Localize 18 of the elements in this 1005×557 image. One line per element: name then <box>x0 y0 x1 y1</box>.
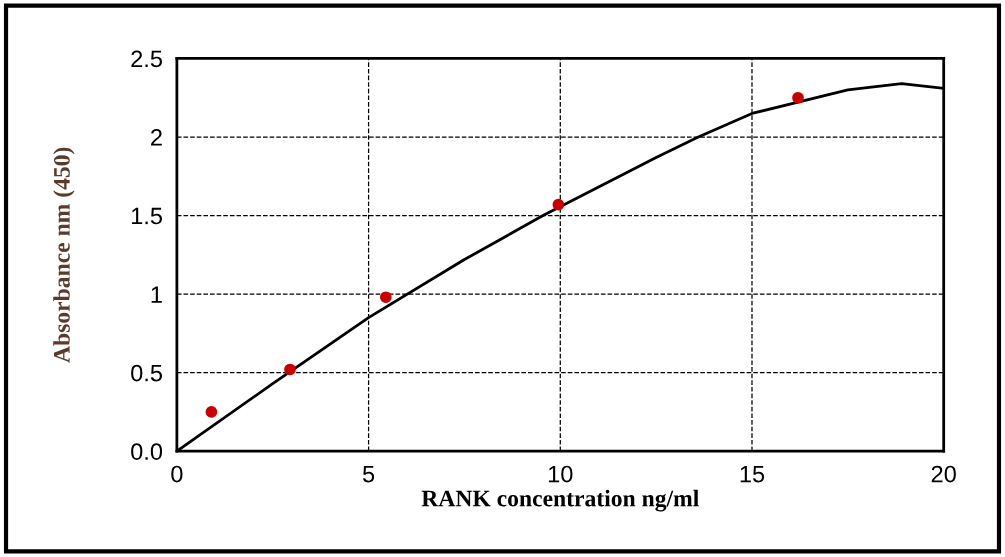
x-tick-label: 5 <box>362 465 375 483</box>
y-tick-label: 2 <box>151 129 162 146</box>
point <box>205 406 218 418</box>
y-tick-label: 1.5 <box>131 207 162 225</box>
y-tick-label: 2.5 <box>131 50 162 68</box>
y-axis-title: Absorbance nm (450) <box>53 147 75 363</box>
x-tick-label: 15 <box>740 465 765 483</box>
x-tick-label: 10 <box>548 465 573 483</box>
point <box>552 198 565 211</box>
point <box>792 91 804 104</box>
point <box>379 291 392 304</box>
x-tick-label: 20 <box>931 465 956 483</box>
y-tick-label: 0.0 <box>131 443 163 460</box>
y-tick-label: 0.5 <box>131 364 162 382</box>
point <box>284 363 296 376</box>
x-tick-label: 0 <box>171 465 183 483</box>
y-tick-label: 1 <box>151 286 162 303</box>
x-axis-title: RANK concentration ng/ml <box>421 489 699 512</box>
